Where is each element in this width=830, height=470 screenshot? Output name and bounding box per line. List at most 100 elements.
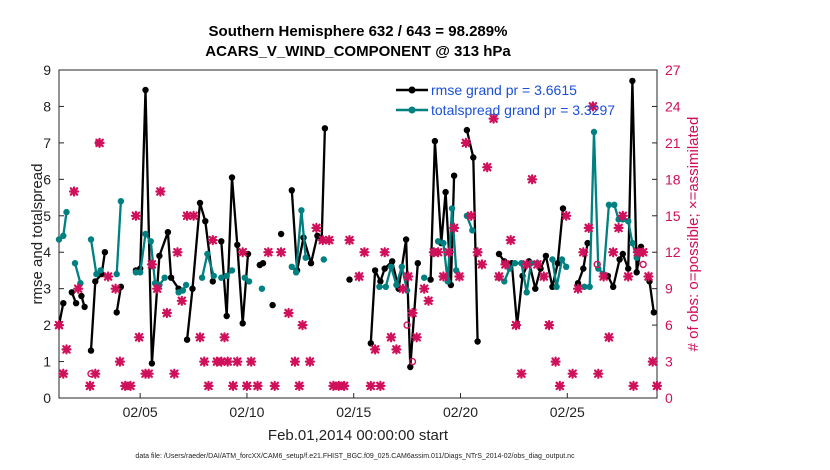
y2-tick-label: 6	[665, 317, 673, 333]
obs-assimilated-glyph	[102, 271, 114, 282]
obs-assimilated-glyph	[370, 344, 381, 355]
obs-assimilated-marker	[146, 259, 157, 270]
obs-assimilated-glyph	[237, 247, 248, 258]
rmse-point	[321, 125, 329, 132]
obs-assimilated-marker	[488, 113, 499, 124]
obs-assimilated-marker	[114, 356, 126, 367]
obs-assimilated-marker	[304, 356, 315, 367]
obs-assimilated-marker	[449, 222, 460, 233]
obs-assimilated-marker	[628, 380, 639, 391]
obs-assimilated-glyph	[613, 222, 624, 233]
obs-assimilated-marker	[583, 222, 594, 233]
chart-title: Southern Hemisphere 632 / 643 = 98.289%	[209, 23, 508, 40]
rmse-point	[629, 77, 636, 85]
x-tick-label: 02/15	[336, 404, 371, 420]
obs-assimilated-marker	[311, 222, 322, 233]
rmse-point	[307, 260, 315, 267]
obs-assimilated-glyph	[188, 210, 199, 221]
obs-assimilated-glyph	[143, 368, 154, 379]
rmse-point	[167, 274, 175, 281]
spread-point	[298, 207, 305, 214]
obs-assimilated-marker	[623, 271, 634, 282]
obs-assimilated-glyph	[550, 356, 561, 367]
obs-possible-marker	[408, 357, 417, 366]
rmse-point	[574, 280, 582, 287]
obs-assimilated-glyph	[207, 235, 218, 246]
spread-point	[611, 201, 618, 208]
spread-point	[320, 256, 327, 263]
obs-assimilated-marker	[516, 368, 527, 379]
obs-assimilated-marker	[433, 247, 444, 258]
rmse-point	[189, 285, 196, 292]
obs-assimilated-glyph	[500, 259, 511, 270]
obs-assimilated-marker	[222, 356, 233, 367]
rmse-point	[223, 312, 230, 320]
obs-assimilated-marker	[643, 271, 654, 282]
rmse-point	[218, 238, 225, 245]
rmse-point	[431, 137, 439, 145]
obs-assimilated-marker	[493, 271, 505, 282]
obs-assimilated-glyph	[454, 271, 465, 282]
spread-point	[223, 272, 230, 280]
obs-assimilated-marker	[297, 320, 308, 331]
obs-assimilated-marker	[53, 320, 65, 331]
rmse-point	[78, 292, 85, 300]
spread-point	[302, 254, 309, 261]
obs-assimilated-marker	[339, 380, 350, 391]
y2-tick-label: 21	[665, 135, 681, 151]
y-tick-label: 2	[43, 317, 51, 333]
obs-assimilated-glyph	[246, 356, 257, 367]
rmse-point	[113, 309, 120, 316]
spread-line	[551, 258, 568, 288]
spread-point	[245, 278, 253, 285]
obs-assimilated-glyph	[438, 271, 449, 282]
obs-assimilated-marker	[344, 235, 355, 246]
y2-axis-label: # of obs: o=possible; ×=assimilated	[685, 117, 702, 352]
obs-assimilated-marker	[572, 283, 584, 294]
spread-point	[179, 287, 187, 294]
obs-assimilated-marker	[176, 295, 187, 306]
obs-assimilated-glyph	[466, 210, 477, 221]
obs-assimilated-marker	[199, 356, 210, 367]
spread-point	[629, 239, 636, 247]
obs-assimilated-glyph	[276, 247, 287, 258]
rmse-point	[407, 363, 414, 371]
rmse-point	[142, 86, 149, 94]
obs-assimilated-marker	[152, 283, 163, 294]
obs-assimilated-marker	[102, 271, 114, 282]
obs-assimilated-glyph	[53, 320, 65, 331]
obs-assimilated-glyph	[561, 210, 572, 221]
obs-assimilated-marker	[246, 356, 257, 367]
obs-assimilated-glyph	[488, 113, 499, 124]
legend-rmse-label: rmse grand pr = 3.6615	[431, 82, 577, 98]
rmse-point	[495, 250, 503, 258]
y-tick-label: 8	[43, 98, 51, 114]
y2-tick-label: 15	[665, 208, 681, 224]
obs-assimilated-glyph	[130, 210, 141, 221]
obs-assimilated-glyph	[521, 259, 532, 270]
obs-assimilated-marker	[370, 344, 381, 355]
spread-point	[241, 274, 248, 281]
obs-assimilated-marker	[252, 380, 263, 391]
obs-assimilated-marker	[58, 368, 69, 379]
spread-point	[387, 263, 395, 270]
rmse-point	[277, 230, 285, 238]
rmse-point	[228, 174, 236, 181]
spread-point	[117, 198, 125, 205]
y-tick-label: 3	[43, 281, 51, 297]
spread-point	[218, 274, 225, 281]
rmse-line	[220, 176, 250, 325]
y2-tick-label: 12	[665, 244, 681, 260]
obs-assimilated-glyph	[419, 283, 430, 294]
obs-assimilated-glyph	[379, 247, 390, 258]
rmse-line	[429, 139, 456, 287]
rmse-point	[87, 347, 95, 354]
obs-assimilated-glyph	[516, 368, 527, 379]
obs-assimilated-marker	[228, 380, 239, 391]
obs-assimilated-marker	[561, 210, 572, 221]
obs-assimilated-glyph	[647, 356, 658, 367]
y2-tick-label: 18	[665, 171, 681, 187]
obs-assimilated-glyph	[232, 356, 243, 367]
obs-assimilated-marker	[203, 380, 214, 391]
